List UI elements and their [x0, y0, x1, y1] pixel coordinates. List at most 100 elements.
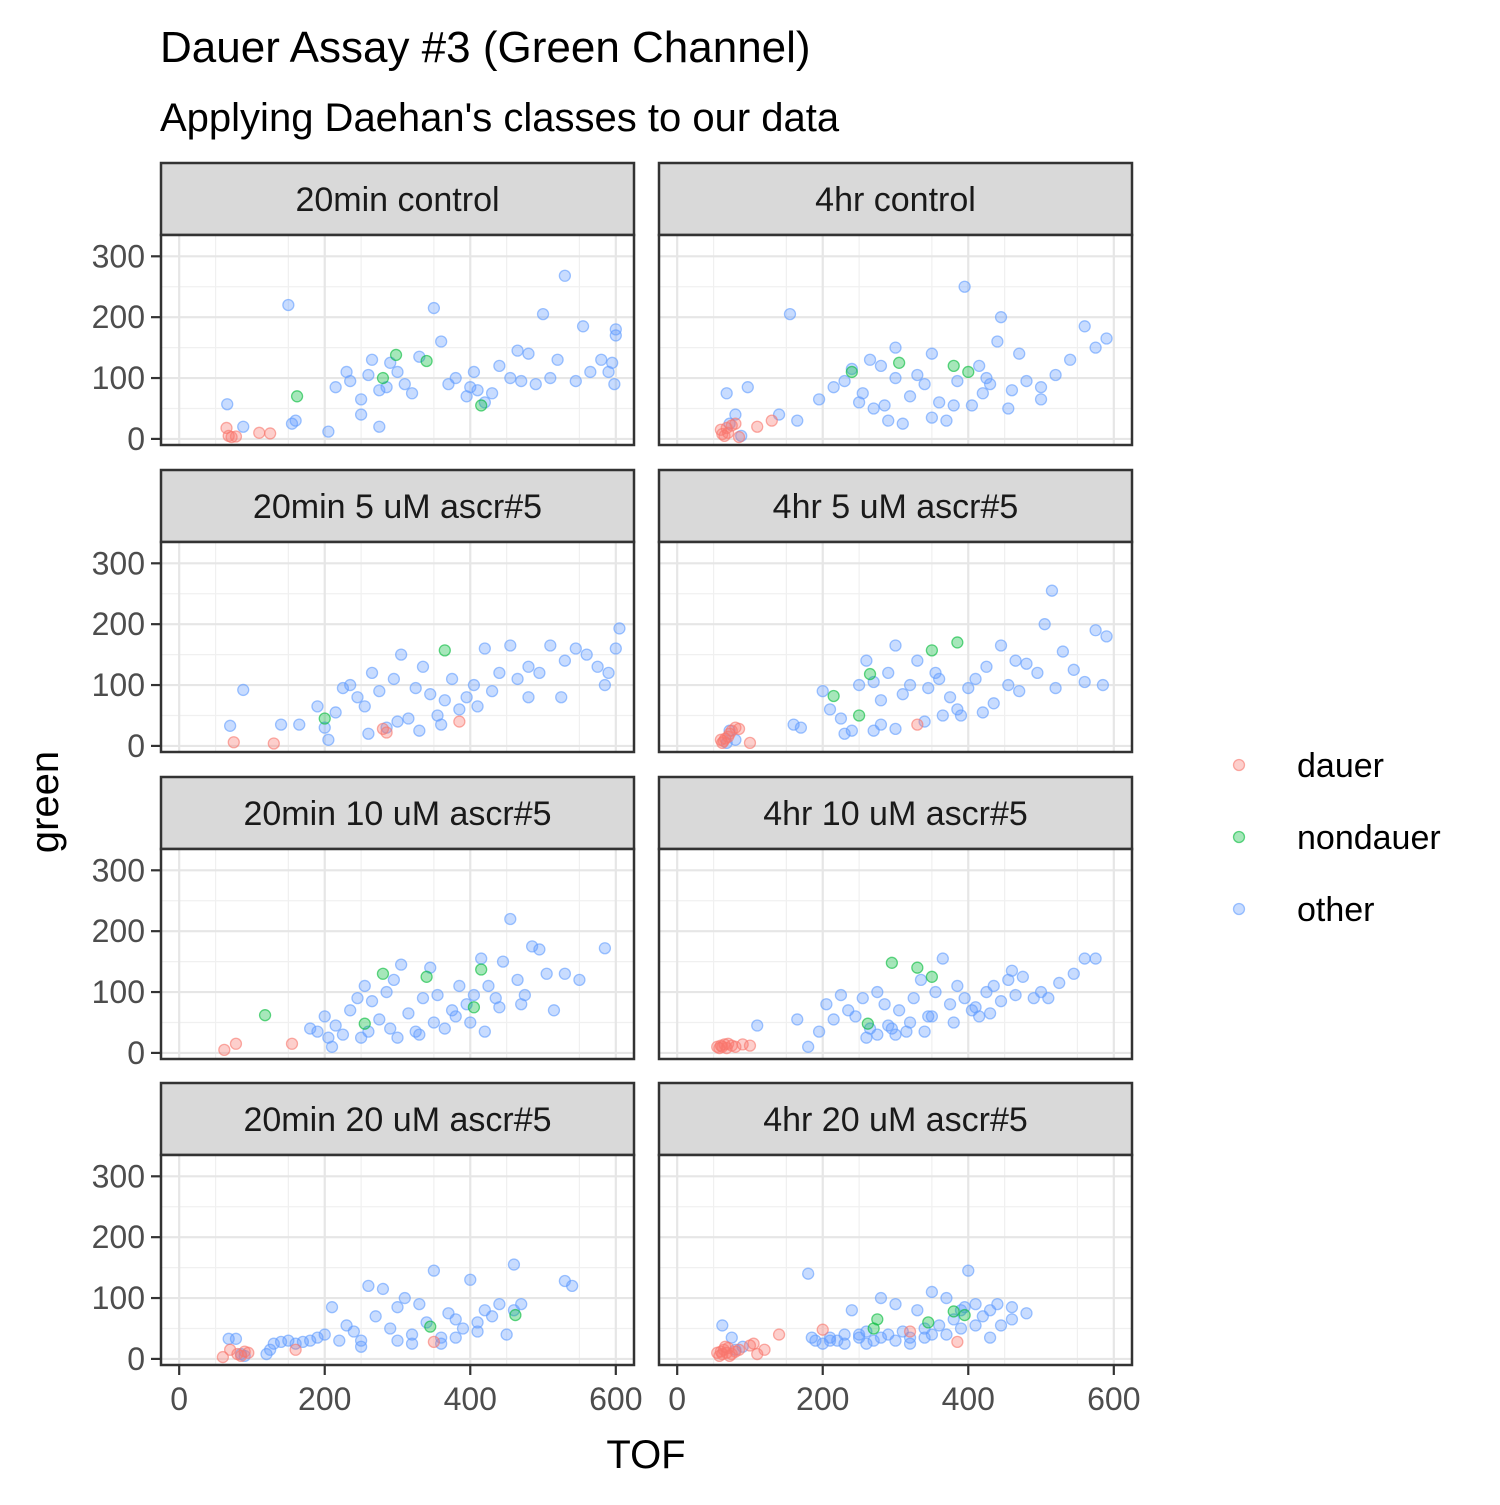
data-point-other: [889, 371, 902, 385]
data-point-dauer: [427, 1335, 441, 1349]
y-tick-label: 200: [92, 1219, 145, 1255]
data-point-other: [965, 399, 979, 412]
data-point-other: [438, 694, 451, 707]
facet-strip: [159, 161, 636, 237]
data-point-other: [467, 365, 481, 379]
data-point-other: [1002, 402, 1015, 415]
data-point-other: [958, 280, 971, 293]
data-point-nondauer: [438, 644, 451, 657]
data-point-other: [1089, 341, 1102, 354]
data-point-other: [362, 1279, 375, 1293]
data-point-other: [911, 368, 924, 382]
data-point-other: [351, 691, 364, 704]
data-point-other: [536, 307, 550, 321]
x-tick-label: 600: [589, 1381, 642, 1417]
panel-border: [159, 540, 636, 754]
data-point-other: [555, 691, 568, 704]
facet-strip-label: 4hr 20 uM ascr#5: [763, 1101, 1028, 1139]
data-point-other: [929, 985, 942, 999]
y-tick-label: 100: [92, 360, 145, 396]
data-point-other: [435, 335, 448, 348]
data-point-other: [369, 1310, 382, 1323]
data-point-other: [871, 985, 884, 999]
data-point-other: [940, 1291, 953, 1305]
data-point-other: [816, 684, 829, 698]
data-point-other: [435, 1337, 448, 1350]
data-point-other: [318, 721, 331, 734]
data-point-other: [1013, 347, 1026, 360]
panel-background: [161, 235, 634, 445]
data-point-other: [1067, 967, 1080, 980]
data-point-other: [413, 1028, 426, 1041]
data-point-other: [918, 715, 931, 728]
data-point-nondauer: [258, 1009, 272, 1022]
data-point-other: [394, 648, 408, 661]
data-point-other: [471, 1316, 484, 1329]
data-point-other: [983, 377, 997, 391]
data-point-other: [954, 1322, 968, 1335]
data-point-other: [994, 639, 1008, 652]
data-point-other: [264, 1343, 277, 1356]
data-point-other: [969, 672, 982, 686]
data-point-other: [1034, 393, 1048, 406]
data-point-other: [980, 371, 993, 385]
data-point-other: [925, 1285, 939, 1299]
data-point-other: [1089, 624, 1102, 637]
data-point-other: [1056, 645, 1070, 658]
data-point-other: [511, 973, 524, 987]
x-axis-title: TOF: [606, 1433, 685, 1477]
y-tick-label: 300: [92, 238, 145, 274]
data-point-other: [933, 396, 946, 409]
data-point-other: [449, 371, 462, 385]
data-point-other: [606, 356, 619, 369]
data-point-dauer: [729, 417, 742, 430]
data-point-other: [882, 1019, 895, 1032]
data-point-other: [936, 952, 949, 965]
data-point-nondauer: [925, 644, 939, 657]
data-point-other: [591, 660, 604, 673]
data-point-other: [464, 1016, 477, 1029]
data-point-other: [533, 666, 546, 680]
data-point-other: [951, 979, 964, 993]
data-point-other: [867, 1334, 880, 1347]
y-tick-label: 100: [92, 1280, 145, 1316]
data-point-other: [365, 995, 379, 1008]
data-point-other: [903, 678, 917, 692]
data-point-other: [867, 402, 880, 415]
data-point-other: [812, 393, 826, 406]
y-axis-title: green: [23, 751, 67, 853]
data-point-other: [973, 359, 986, 373]
data-point-dauer: [729, 1040, 742, 1053]
data-point-other: [1078, 952, 1091, 965]
panel-border: [159, 233, 636, 447]
data-point-other: [504, 639, 517, 652]
facet-strip: [657, 1081, 1134, 1157]
facet-strip-label: 4hr 5 uM ascr#5: [773, 488, 1019, 526]
facet-panel: 4hr control: [657, 161, 1134, 447]
data-point-other: [845, 362, 858, 376]
data-point-other: [1020, 374, 1033, 388]
data-point-other: [311, 700, 324, 713]
y-tick-label: 0: [127, 728, 145, 764]
data-point-other: [387, 672, 401, 686]
data-point-other: [1038, 618, 1051, 631]
data-point-other: [558, 654, 572, 667]
data-point-other: [340, 365, 353, 379]
panel-background: [161, 1155, 634, 1365]
data-point-other: [983, 1007, 997, 1020]
data-point-other: [871, 1028, 884, 1041]
data-point-other: [558, 967, 572, 980]
facet-panel: 20min 20 uM ascr#5 0 100 200 300 0 200 400 600: [92, 1081, 643, 1417]
facet-panel: 20min 5 uM ascr#5 0 100 200 300: [92, 468, 636, 764]
data-point-other: [608, 377, 621, 391]
chart-title: Dauer Assay #3 (Green Channel): [160, 23, 811, 72]
data-point-other: [943, 691, 957, 704]
data-point-other: [322, 733, 335, 746]
data-point-other: [221, 398, 234, 411]
data-point-other: [892, 1004, 906, 1017]
facet-panel: 4hr 5 uM ascr#5: [657, 468, 1134, 754]
data-point-other: [391, 1301, 404, 1314]
data-point-other: [351, 991, 364, 1005]
y-tick-label: 300: [92, 1158, 145, 1194]
